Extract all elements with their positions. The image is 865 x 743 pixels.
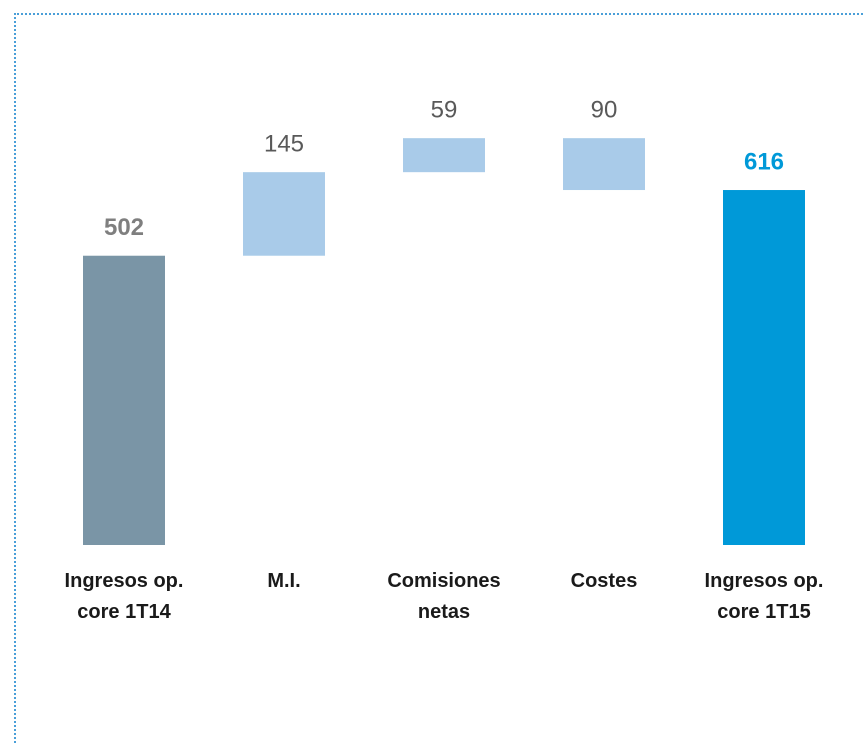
- frame: [14, 13, 865, 743]
- category-label: Ingresos op. core 1T14: [64, 570, 184, 623]
- category-label: Comisiones netas: [387, 570, 501, 623]
- value-label: 59: [431, 97, 458, 124]
- bar: [403, 138, 485, 173]
- bar: [83, 255, 165, 545]
- category-label: Ingresos op. core 1T15: [704, 570, 824, 623]
- category-label: Costes: [570, 570, 638, 592]
- value-label: 502: [104, 214, 144, 241]
- value-label: 90: [591, 97, 618, 124]
- bar: [563, 138, 645, 191]
- bar: [723, 190, 805, 545]
- value-label: 616: [744, 148, 784, 175]
- category-label: M.I.: [267, 570, 301, 592]
- value-label: 145: [264, 131, 304, 158]
- bar: [243, 172, 325, 256]
